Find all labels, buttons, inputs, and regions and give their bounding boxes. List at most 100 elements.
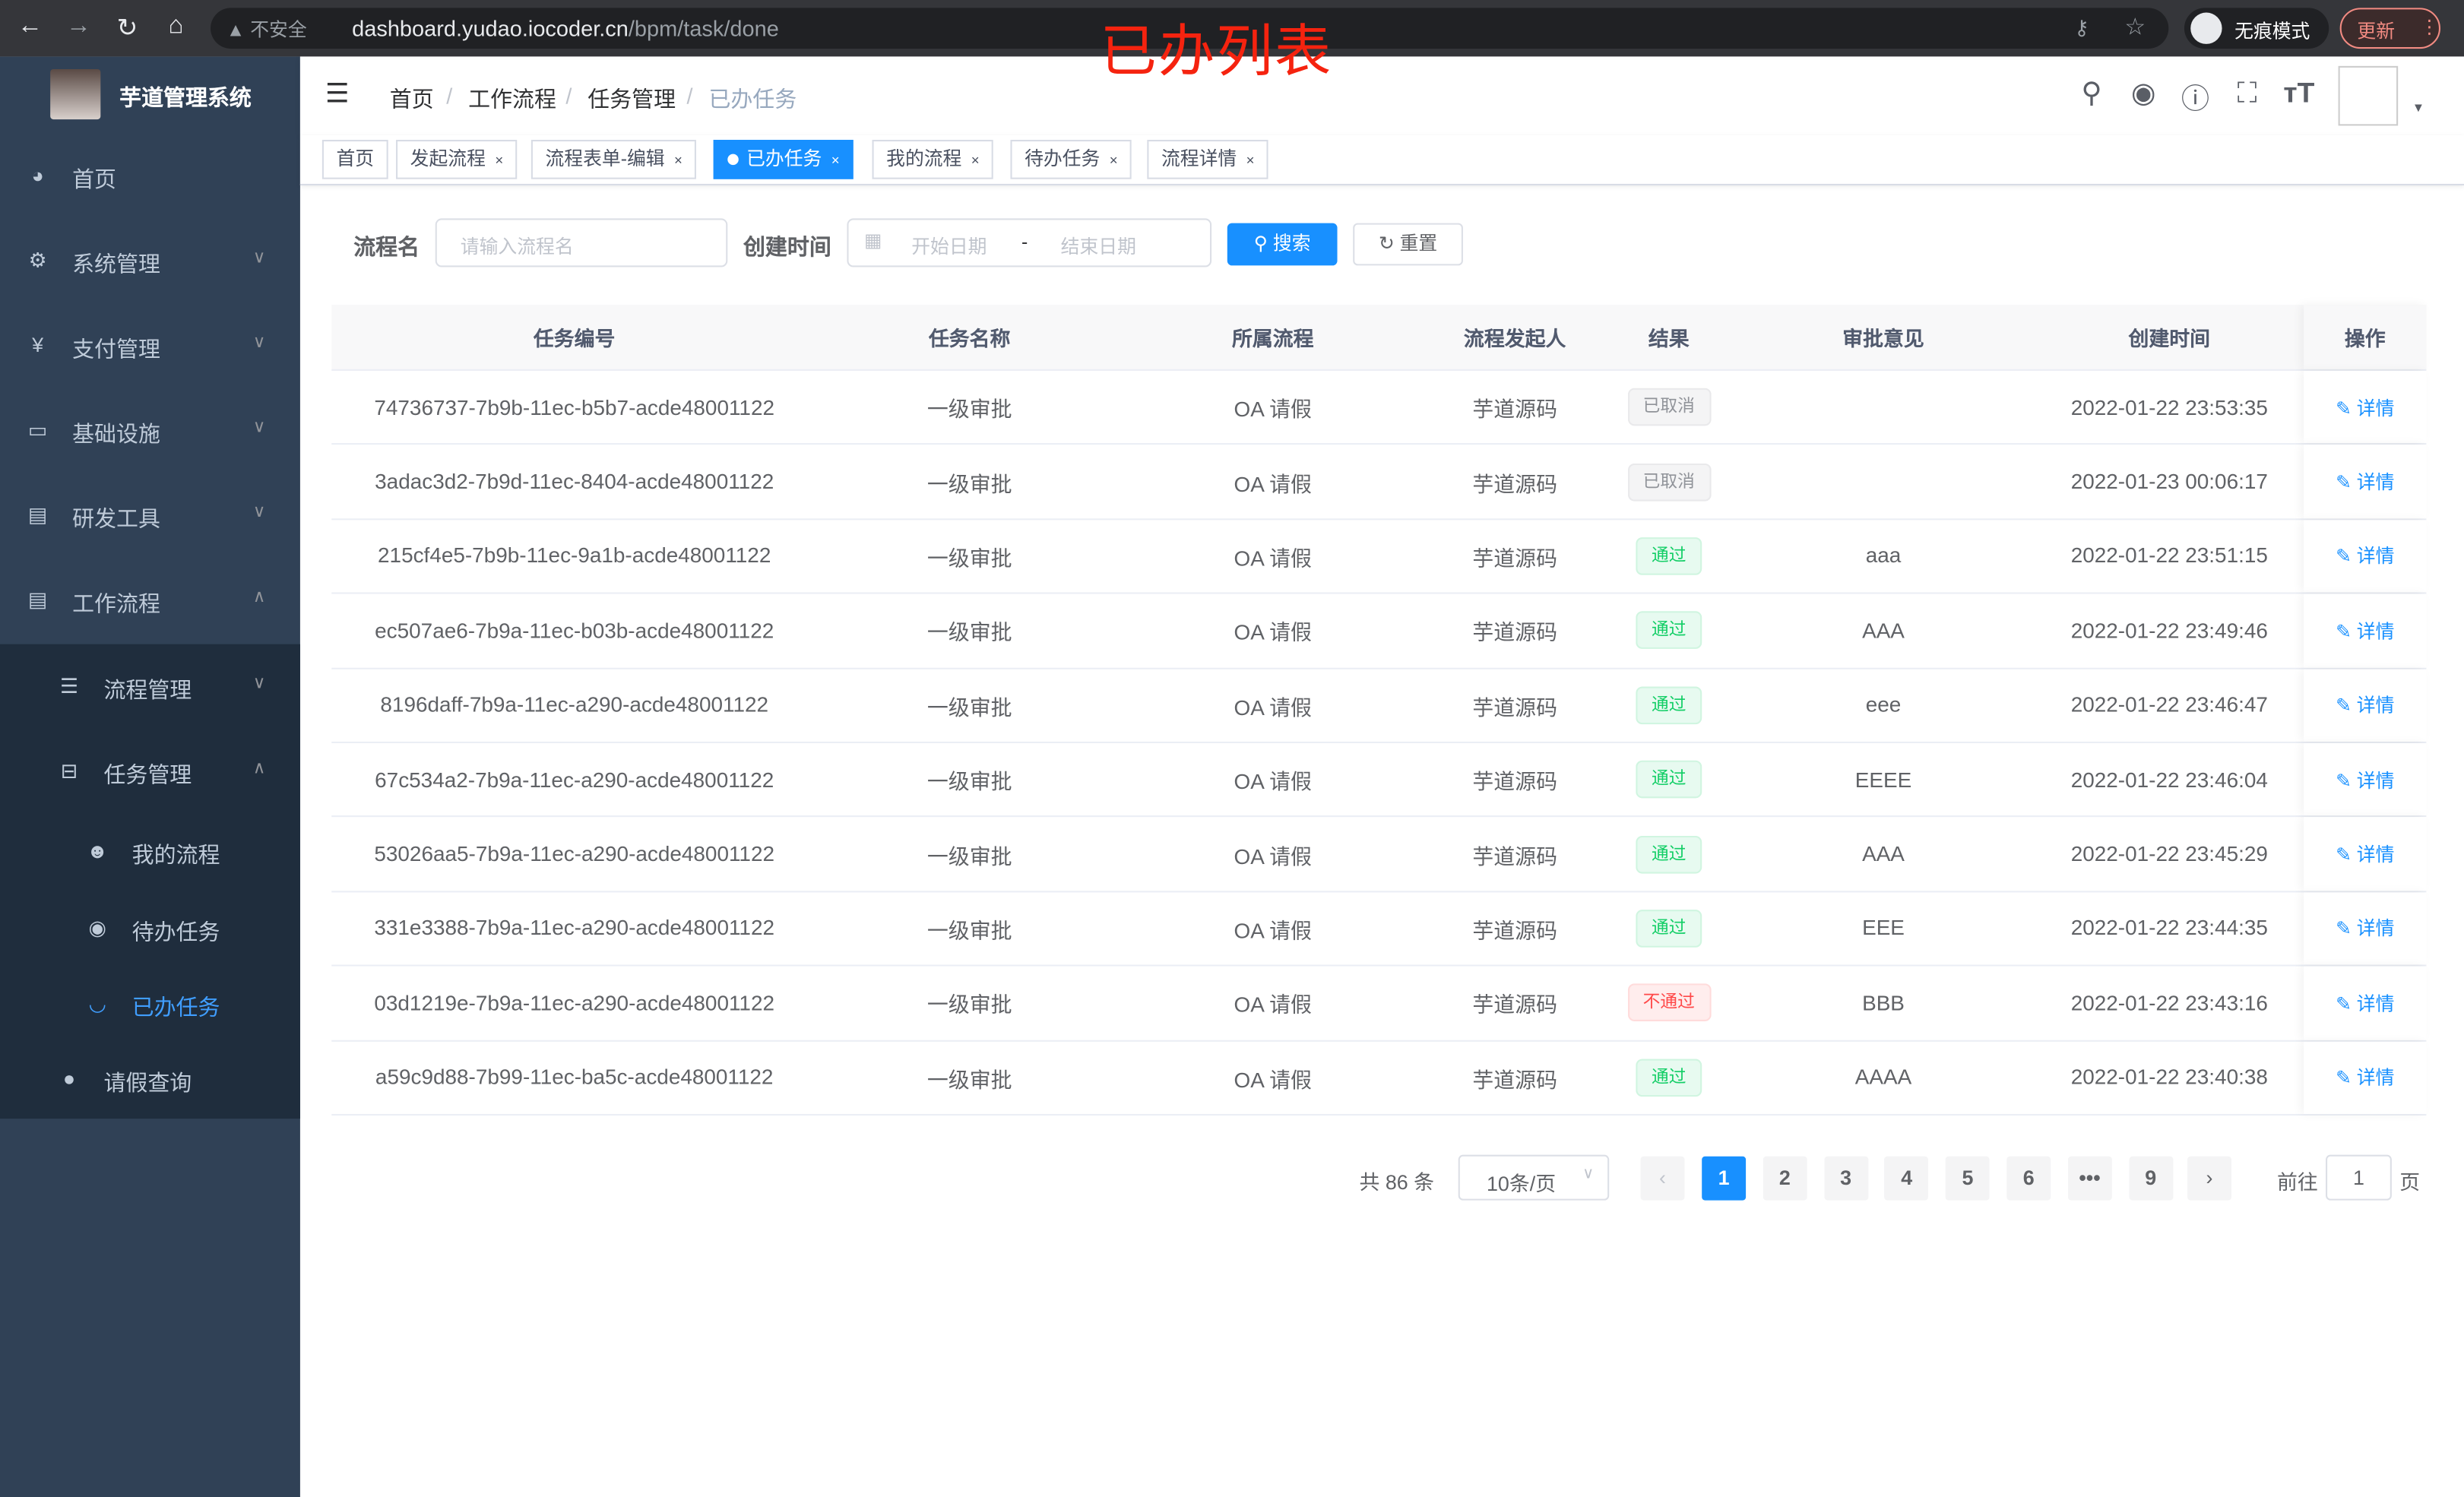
detail-link[interactable]: ✎ 详情	[2336, 989, 2394, 1016]
detail-link[interactable]: ✎ 详情	[2336, 840, 2394, 867]
tag-1[interactable]: 发起流程 ×	[396, 140, 518, 179]
tags-view: 首页 发起流程 × 流程表单-编辑 × 已办任务 × 我的流程 × 待办任务 × 流程详情 ×	[299, 135, 2464, 185]
cell-text: 215cf4e5-7b9b-11ec-9a1b-acde48001122	[378, 544, 771, 568]
sidebar-item-4[interactable]: ▤ 研发工具 ∨	[0, 486, 300, 549]
reload-icon[interactable]: ↻	[116, 15, 138, 43]
breadcrumb-home[interactable]: 首页	[389, 86, 434, 112]
goto-label: 前往	[2276, 1170, 2318, 1195]
page-button[interactable]: 5	[1946, 1156, 1990, 1201]
search-icon[interactable]: ⚲	[2081, 77, 2102, 109]
detail-link[interactable]: ✎ 详情	[2336, 394, 2394, 420]
breadcrumb-sep: /	[446, 83, 453, 109]
help-icon[interactable]: ⓘ	[2181, 83, 2210, 115]
update-button[interactable]: 更新 ⋮	[2339, 8, 2440, 49]
tag-2[interactable]: 流程表单-编辑 ×	[530, 140, 697, 179]
sidebar-item-7[interactable]: ⊟ 任务管理 ∧	[0, 742, 300, 805]
cell-text: a59c9d88-7b99-11ec-ba5c-acde48001122	[375, 1065, 774, 1090]
table-row: 215cf4e5-7b9b-11ec-9a1b-acde48001122 一级审批…	[331, 519, 2427, 594]
caret-down-icon[interactable]: ▼	[2412, 100, 2425, 115]
cell: OA 请假	[1122, 371, 1424, 444]
edit-icon: ✎	[2336, 397, 2357, 419]
cell-text: 芋道源码	[1472, 1068, 1557, 1092]
sidebar-item-9[interactable]: ◉ 待办任务	[0, 899, 300, 962]
close-icon[interactable]: ×	[1109, 152, 1118, 169]
address-bar[interactable]: ▲ 不安全 dashboard.yudao.iocoder.cn/bpm/tas…	[211, 8, 2169, 49]
page-button[interactable]: 6	[2006, 1156, 2051, 1201]
end-date-input[interactable]: 结束日期	[1060, 236, 1136, 258]
goto-page-input[interactable]: 1	[2326, 1154, 2392, 1201]
table-row: 8196daff-7b9a-11ec-a290-acde48001122 一级审批…	[331, 668, 2427, 743]
tag-4[interactable]: 我的流程 ×	[872, 140, 994, 179]
close-icon[interactable]: ×	[1246, 152, 1255, 169]
page-button[interactable]: 3	[1823, 1156, 1868, 1201]
font-size-icon[interactable]: ᴛT	[2283, 77, 2315, 109]
key-icon[interactable]: ⚷	[2074, 15, 2089, 40]
cell: ✎ 详情	[2304, 891, 2427, 965]
start-date-input[interactable]: 开始日期	[911, 236, 987, 258]
tag-0[interactable]: 首页	[321, 140, 388, 179]
breadcrumb-workflow[interactable]: 工作流程	[468, 86, 556, 112]
close-icon[interactable]: ×	[971, 152, 980, 169]
detail-link[interactable]: ✎ 详情	[2336, 1064, 2394, 1090]
sidebar-item-0[interactable]: ◕ 首页	[0, 146, 300, 209]
cell-text: 2022-01-22 23:53:35	[2070, 395, 2268, 419]
detail-link[interactable]: ✎ 详情	[2336, 766, 2394, 793]
breadcrumb-task-mgmt[interactable]: 任务管理	[587, 86, 676, 112]
back-icon[interactable]: ←	[17, 12, 43, 40]
page-button[interactable]: 1	[1702, 1156, 1747, 1201]
avatar[interactable]	[2338, 65, 2399, 126]
sidebar-item-10[interactable]: ◡ 已办任务	[0, 974, 300, 1037]
process-name-input[interactable]: 请输入流程名	[435, 218, 728, 267]
fullscreen-icon[interactable]: ⛶	[2237, 77, 2257, 109]
star-icon[interactable]: ☆	[2124, 14, 2146, 41]
sidebar-item-label: 待办任务	[131, 919, 220, 945]
hamburger-icon[interactable]: ☰	[325, 78, 350, 109]
prev-page-button[interactable]: ‹	[1640, 1156, 1685, 1201]
kebab-menu-icon[interactable]: ⋮	[2420, 15, 2439, 38]
close-icon[interactable]: ×	[831, 152, 840, 169]
security-warning[interactable]: ▲ 不安全	[226, 18, 307, 41]
cell: 一级审批	[817, 594, 1122, 667]
tag-6[interactable]: 流程详情 ×	[1147, 140, 1269, 179]
home-icon[interactable]: ⌂	[168, 12, 184, 40]
tag-5[interactable]: 待办任务 ×	[1010, 140, 1132, 179]
page-button[interactable]: 4	[1884, 1156, 1929, 1201]
cell-text: EEE	[1862, 916, 1905, 941]
detail-label: 详情	[2356, 918, 2395, 941]
page-button[interactable]: 9	[2128, 1156, 2173, 1201]
page-button[interactable]: •••	[2067, 1156, 2112, 1201]
sidebar-item-11[interactable]: ● 请假查询	[0, 1049, 300, 1112]
forward-icon[interactable]: →	[65, 12, 91, 40]
cell	[1731, 445, 2035, 518]
github-icon[interactable]: ◉	[2130, 77, 2156, 109]
detail-link[interactable]: ✎ 详情	[2336, 692, 2394, 718]
detail-link[interactable]: ✎ 详情	[2336, 915, 2394, 942]
cell: ✎ 详情	[2304, 668, 2427, 742]
detail-link[interactable]: ✎ 详情	[2336, 468, 2394, 495]
result-badge: 通过	[1636, 612, 1702, 650]
tag-3[interactable]: 已办任务 ×	[713, 140, 854, 179]
reset-button[interactable]: ↻ 重置	[1353, 223, 1463, 266]
detail-link[interactable]: ✎ 详情	[2336, 543, 2394, 569]
close-icon[interactable]: ×	[495, 152, 504, 169]
cell: 03d1219e-7b9a-11ec-a290-acde48001122	[331, 967, 817, 1040]
browser-toolbar: ← → ↻ ⌂ ▲ 不安全 dashboard.yudao.iocoder.cn…	[0, 0, 2464, 57]
date-range-picker[interactable]: ▦ 开始日期 - 结束日期	[847, 218, 1212, 267]
cell: 74736737-7b9b-11ec-b5b7-acde48001122	[331, 371, 817, 444]
page-size-select[interactable]: 10条/页 ∨	[1458, 1154, 1610, 1201]
page-button[interactable]: 2	[1762, 1156, 1807, 1201]
sidebar-item-8[interactable]: ☻ 我的流程	[0, 821, 300, 885]
result-badge: 通过	[1636, 910, 1702, 948]
sidebar-item-6[interactable]: ☰ 流程管理 ∨	[0, 657, 300, 720]
sidebar-item-3[interactable]: ▭ 基础设施 ∨	[0, 400, 300, 464]
detail-link[interactable]: ✎ 详情	[2336, 617, 2394, 644]
sidebar-item-1[interactable]: ⚙ 系统管理 ∨	[0, 231, 300, 294]
incognito-badge[interactable]: 无痕模式	[2184, 8, 2329, 49]
next-page-button[interactable]: ›	[2187, 1156, 2231, 1201]
sidebar-item-5[interactable]: ▤ 工作流程 ∧	[0, 571, 300, 634]
toolbox-icon: ▤	[27, 502, 48, 527]
search-button[interactable]: ⚲ 搜索	[1227, 223, 1338, 266]
close-icon[interactable]: ×	[674, 152, 683, 169]
cell	[1731, 371, 2035, 444]
sidebar-item-2[interactable]: ¥ 支付管理 ∨	[0, 316, 300, 379]
